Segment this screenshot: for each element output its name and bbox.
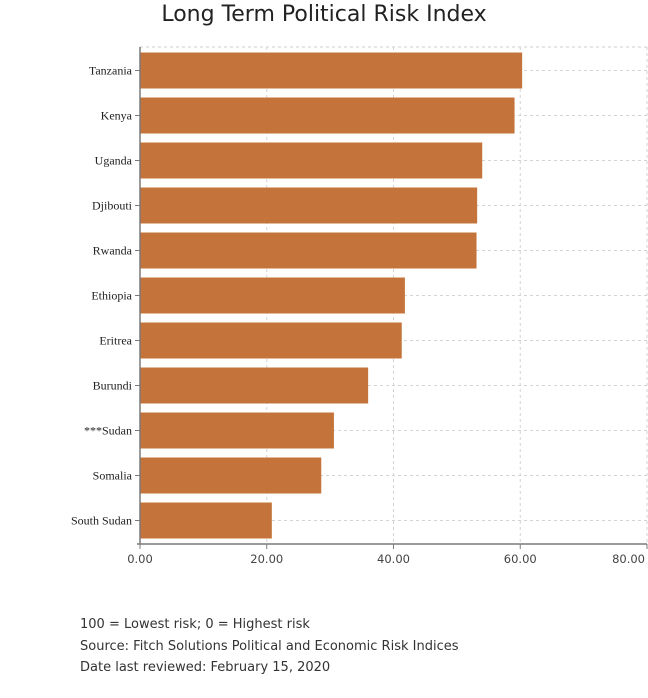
bar xyxy=(140,142,483,179)
bar xyxy=(140,187,478,224)
bar xyxy=(140,277,405,314)
bar xyxy=(140,457,322,494)
bar xyxy=(140,502,272,539)
bar xyxy=(140,367,369,404)
x-tick-label: 40.00 xyxy=(377,552,410,566)
y-tick-labels: Tanzania Kenya Uganda Djibouti Rwanda Ethiopi… xyxy=(71,64,133,528)
y-tick-label: Eritrea xyxy=(99,334,132,348)
y-tick-label: ***Sudan xyxy=(84,424,132,438)
y-tick-label: Somalia xyxy=(93,469,133,483)
chart-notes: 100 = Lowest risk; 0 = Highest risk Sour… xyxy=(80,614,459,679)
y-tick-label: South Sudan xyxy=(71,514,132,528)
y-tick-label: Uganda xyxy=(95,154,133,168)
y-tick-label: Burundi xyxy=(93,379,133,393)
axes xyxy=(135,47,648,549)
review-date-note: Date last reviewed: February 15, 2020 xyxy=(80,660,331,675)
bar xyxy=(140,52,523,89)
x-tick-labels: 0.00 20.00 40.00 60.00 80.00 xyxy=(127,552,645,566)
bars xyxy=(140,52,523,539)
scale-note: 100 = Lowest risk; 0 = Highest risk xyxy=(80,617,310,632)
x-tick-label: 0.00 xyxy=(127,552,153,566)
bar xyxy=(140,412,334,449)
y-tick-label: Rwanda xyxy=(93,244,133,258)
bar-chart: Tanzania Kenya Uganda Djibouti Rwanda Ethiopi… xyxy=(71,46,648,566)
bar xyxy=(140,322,402,359)
source-note: Source: Fitch Solutions Political and Ec… xyxy=(80,638,459,654)
bar xyxy=(140,97,515,134)
x-tick-label: 20.00 xyxy=(250,552,283,566)
y-tick-label: Ethiopia xyxy=(91,289,132,303)
bar xyxy=(140,232,477,269)
x-tick-label: 80.00 xyxy=(612,552,645,566)
y-tick-label: Kenya xyxy=(101,109,133,123)
chart-title: Long Term Political Risk Index xyxy=(161,2,487,27)
y-tick-label: Djibouti xyxy=(92,199,133,213)
x-tick-label: 60.00 xyxy=(504,552,537,566)
y-tick-label: Tanzania xyxy=(89,64,133,78)
